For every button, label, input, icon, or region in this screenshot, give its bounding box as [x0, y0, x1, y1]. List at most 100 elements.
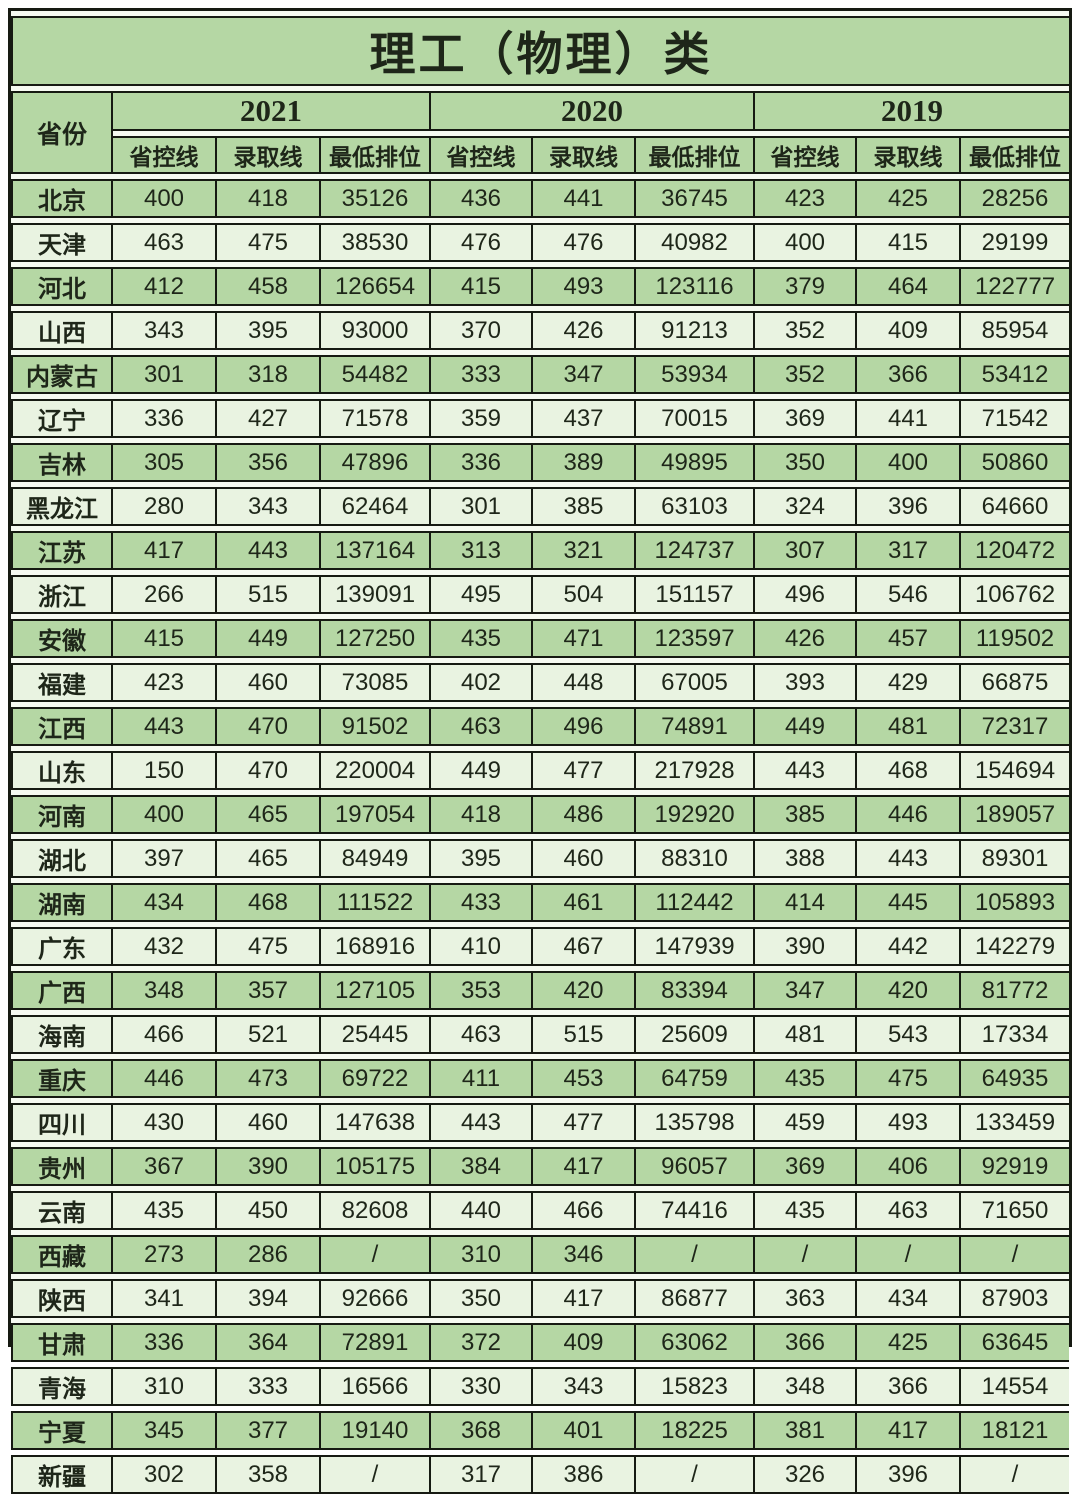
value-cell: 396 [857, 1455, 961, 1494]
value-cell: 350 [431, 1279, 533, 1318]
value-cell: 461 [533, 883, 636, 922]
year-header-2020: 2020 [431, 91, 755, 131]
value-cell: 112442 [636, 883, 755, 922]
value-cell: 395 [431, 839, 533, 878]
value-cell: 390 [755, 927, 857, 966]
value-cell: 347 [533, 355, 636, 394]
value-cell: 395 [217, 311, 321, 350]
value-cell: 168916 [321, 927, 431, 966]
value-cell: 426 [755, 619, 857, 658]
province-cell: 贵州 [11, 1147, 113, 1186]
value-cell: 476 [431, 223, 533, 262]
value-cell: 71650 [961, 1191, 1069, 1230]
value-cell: 217928 [636, 751, 755, 790]
value-cell: 496 [533, 707, 636, 746]
value-cell: 301 [113, 355, 217, 394]
province-cell: 云南 [11, 1191, 113, 1230]
value-cell: 29199 [961, 223, 1069, 262]
metric-header-admission-line-2021: 录取线 [217, 136, 321, 174]
value-cell: 425 [857, 179, 961, 218]
value-cell: 123116 [636, 267, 755, 306]
value-cell: 366 [857, 1367, 961, 1406]
province-cell: 新疆 [11, 1455, 113, 1494]
value-cell: 435 [431, 619, 533, 658]
province-cell: 山西 [11, 311, 113, 350]
value-cell: 120472 [961, 531, 1069, 570]
value-cell: 64935 [961, 1059, 1069, 1098]
value-cell: 88310 [636, 839, 755, 878]
value-cell: 496 [755, 575, 857, 614]
value-cell: 127105 [321, 971, 431, 1010]
value-cell: 477 [533, 751, 636, 790]
value-cell: 356 [217, 443, 321, 482]
value-cell: 411 [431, 1059, 533, 1098]
value-cell: 189057 [961, 795, 1069, 834]
value-cell: 47896 [321, 443, 431, 482]
value-cell: 135798 [636, 1103, 755, 1142]
value-cell: 317 [431, 1455, 533, 1494]
value-cell: 450 [217, 1191, 321, 1230]
value-cell: 369 [755, 1147, 857, 1186]
value-cell: 521 [217, 1015, 321, 1054]
value-cell: 310 [431, 1235, 533, 1274]
value-cell: 367 [113, 1147, 217, 1186]
value-cell: 445 [857, 883, 961, 922]
value-cell: 448 [533, 663, 636, 702]
value-cell: 418 [431, 795, 533, 834]
province-cell: 江西 [11, 707, 113, 746]
table-row: 浙江 266 515 139091 495 504 151157 496 546… [11, 575, 1069, 614]
value-cell: 273 [113, 1235, 217, 1274]
value-cell: 49895 [636, 443, 755, 482]
value-cell: 92919 [961, 1147, 1069, 1186]
value-cell: 475 [217, 223, 321, 262]
value-cell: 346 [533, 1235, 636, 1274]
metric-header-row: 省控线 录取线 最低排位 省控线 录取线 最低排位 省控线 录取线 最低排位 [11, 136, 1069, 174]
value-cell: 326 [755, 1455, 857, 1494]
value-cell: 310 [113, 1367, 217, 1406]
province-cell: 内蒙古 [11, 355, 113, 394]
value-cell: 154694 [961, 751, 1069, 790]
value-cell: 119502 [961, 619, 1069, 658]
value-cell: 385 [755, 795, 857, 834]
value-cell: 390 [217, 1147, 321, 1186]
value-cell: 477 [533, 1103, 636, 1142]
value-cell: 66875 [961, 663, 1069, 702]
value-cell: 460 [217, 663, 321, 702]
province-cell: 江苏 [11, 531, 113, 570]
table-row: 湖南 434 468 111522 433 461 112442 414 445… [11, 883, 1069, 922]
value-cell: 409 [857, 311, 961, 350]
value-cell: 475 [857, 1059, 961, 1098]
province-cell: 黑龙江 [11, 487, 113, 526]
value-cell: 106762 [961, 575, 1069, 614]
value-cell: 440 [431, 1191, 533, 1230]
value-cell: 62464 [321, 487, 431, 526]
value-cell: 463 [857, 1191, 961, 1230]
value-cell: 504 [533, 575, 636, 614]
province-cell: 广东 [11, 927, 113, 966]
table-row: 吉林 305 356 47896 336 389 49895 350 400 5… [11, 443, 1069, 482]
value-cell: 470 [217, 707, 321, 746]
value-cell: 74416 [636, 1191, 755, 1230]
value-cell: 420 [857, 971, 961, 1010]
value-cell: / [321, 1235, 431, 1274]
value-cell: 317 [857, 531, 961, 570]
value-cell: / [961, 1235, 1069, 1274]
province-cell: 青海 [11, 1367, 113, 1406]
value-cell: 394 [217, 1279, 321, 1318]
value-cell: 468 [217, 883, 321, 922]
value-cell: 111522 [321, 883, 431, 922]
province-cell: 北京 [11, 179, 113, 218]
value-cell: 402 [431, 663, 533, 702]
value-cell: 468 [857, 751, 961, 790]
value-cell: 443 [217, 531, 321, 570]
value-cell: 348 [755, 1367, 857, 1406]
value-cell: 330 [431, 1367, 533, 1406]
value-cell: 15823 [636, 1367, 755, 1406]
value-cell: 437 [533, 399, 636, 438]
value-cell: 460 [533, 839, 636, 878]
table-row: 安徽 415 449 127250 435 471 123597 426 457… [11, 619, 1069, 658]
value-cell: 460 [217, 1103, 321, 1142]
value-cell: 417 [533, 1279, 636, 1318]
table-row: 西藏 273 286 / 310 346 / / / / [11, 1235, 1069, 1274]
metric-header-admission-line-2019: 录取线 [857, 136, 961, 174]
